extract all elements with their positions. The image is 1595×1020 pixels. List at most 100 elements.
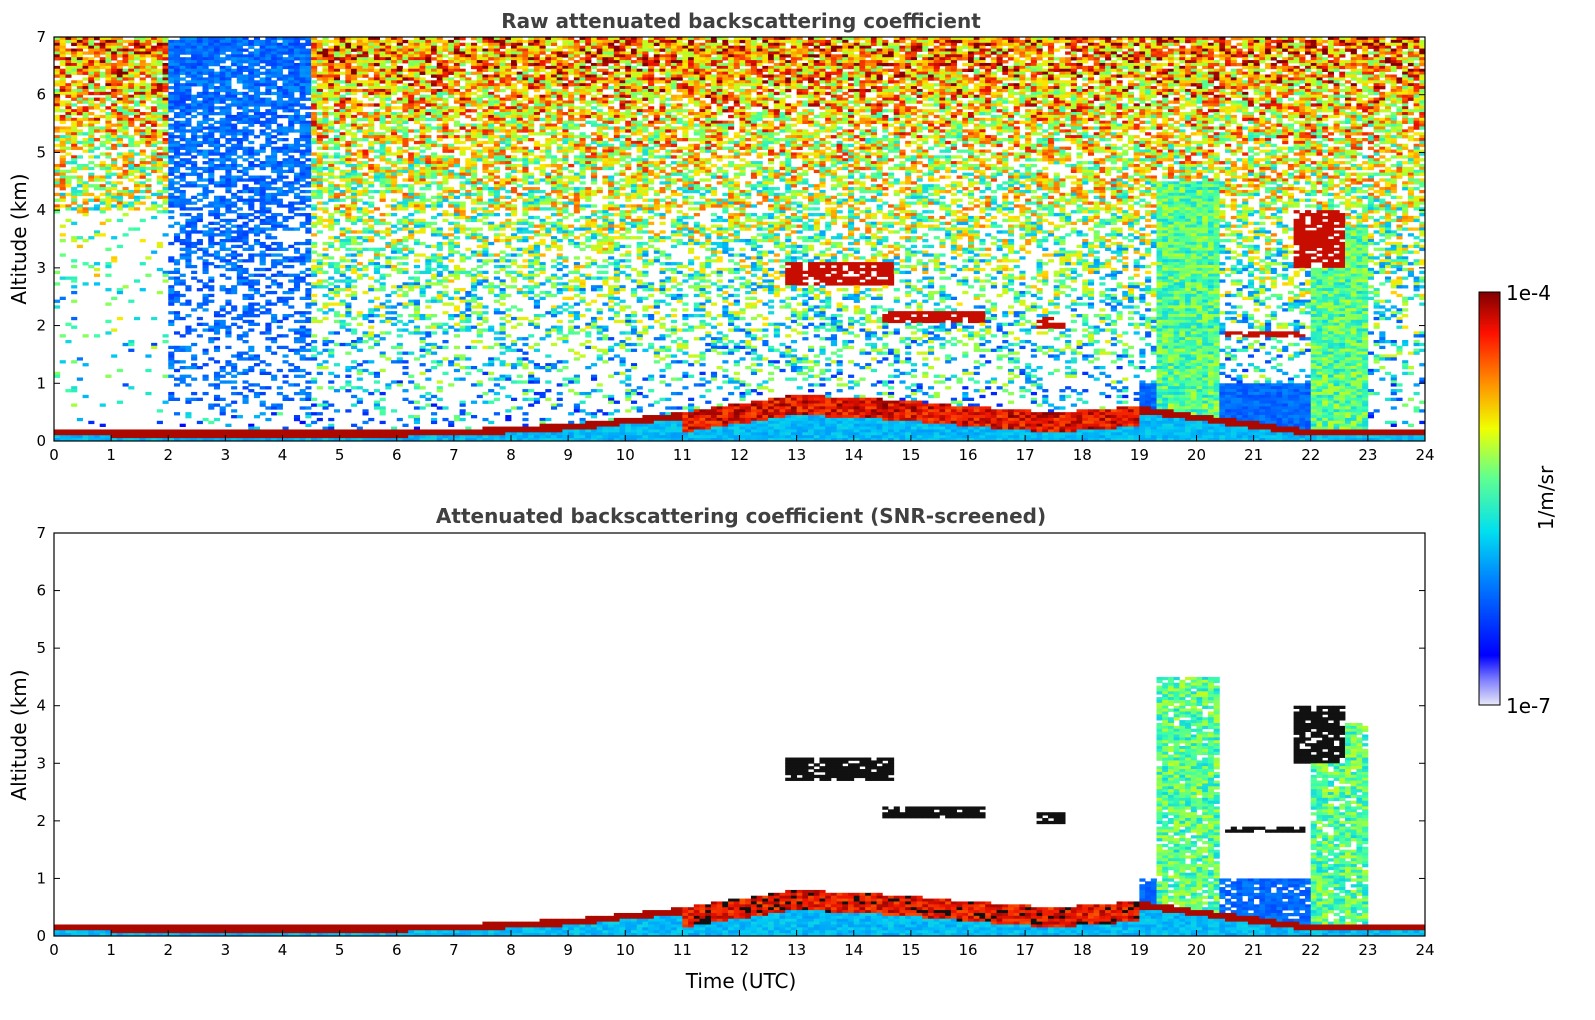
raw-heatmap-cell [265, 80, 271, 83]
raw-heatmap-cell [191, 216, 197, 219]
raw-heatmap-cell [420, 349, 426, 352]
raw-heatmap-cell [311, 126, 317, 129]
raw-heatmap-cell [328, 173, 334, 176]
raw-heatmap-cell [345, 66, 351, 69]
raw-heatmap-cell [248, 282, 254, 285]
raw-heatmap-cell [208, 204, 214, 207]
raw-heatmap-cell [357, 69, 363, 72]
raw-heatmap-cell [145, 115, 151, 118]
raw-heatmap-cell [197, 219, 203, 222]
raw-heatmap-cell [271, 187, 277, 190]
raw-heatmap-cell [191, 155, 197, 158]
raw-heatmap-cell [397, 418, 403, 421]
raw-heatmap-cell [83, 43, 89, 46]
raw-heatmap-cell [134, 317, 140, 320]
raw-heatmap-cell [94, 155, 100, 158]
raw-heatmap-cell [334, 314, 340, 317]
raw-heatmap-cell [380, 184, 386, 187]
raw-heatmap-cell [408, 380, 414, 383]
raw-heatmap-cell [260, 193, 266, 196]
raw-heatmap-cell [71, 43, 77, 46]
raw-heatmap-cell [174, 161, 180, 164]
raw-heatmap-cell [197, 49, 203, 52]
raw-heatmap-cell [305, 176, 311, 179]
raw-heatmap-cell [111, 297, 117, 300]
raw-heatmap-cell [265, 60, 271, 63]
raw-heatmap-cell [448, 115, 454, 118]
raw-heatmap-cell [420, 138, 426, 141]
raw-heatmap-cell [191, 357, 197, 360]
raw-heatmap-cell [180, 424, 186, 427]
raw-heatmap-cell [123, 285, 129, 288]
raw-heatmap-cell [305, 429, 311, 432]
raw-heatmap-cell [397, 343, 403, 346]
raw-heatmap-cell [368, 170, 374, 173]
raw-heatmap-cell [145, 46, 151, 49]
raw-heatmap-cell [402, 294, 408, 297]
raw-heatmap-cell [328, 340, 334, 343]
raw-heatmap-cell [220, 129, 226, 132]
raw-heatmap-cell [163, 57, 169, 60]
raw-heatmap-cell [100, 40, 106, 43]
raw-heatmap-cell [271, 262, 277, 265]
raw-heatmap-cell [157, 429, 163, 432]
raw-heatmap-cell [248, 274, 254, 277]
raw-heatmap-cell [380, 421, 386, 424]
raw-heatmap-cell [174, 72, 180, 75]
raw-heatmap-cell [105, 54, 111, 57]
raw-heatmap-cell [220, 326, 226, 329]
raw-heatmap-cell [243, 294, 249, 297]
raw-heatmap-cell [391, 115, 397, 118]
raw-heatmap-cell [442, 328, 448, 331]
raw-heatmap-cell [397, 141, 403, 144]
raw-heatmap-cell [283, 138, 289, 141]
raw-heatmap-cell [277, 161, 283, 164]
raw-heatmap-cell [362, 369, 368, 372]
raw-heatmap-cell [442, 112, 448, 115]
raw-heatmap-cell [340, 279, 346, 282]
raw-heatmap-cell [214, 233, 220, 236]
raw-heatmap-cell [408, 178, 414, 181]
raw-heatmap-cell [71, 155, 77, 158]
raw-heatmap-cell [374, 314, 380, 317]
raw-heatmap-cell [448, 92, 454, 95]
raw-heatmap-cell [448, 83, 454, 86]
raw-heatmap-cell [260, 164, 266, 167]
raw-heatmap-cell [111, 46, 117, 49]
raw-heatmap-cell [288, 40, 294, 43]
raw-heatmap-cell [402, 115, 408, 118]
raw-heatmap-cell [71, 170, 77, 173]
raw-heatmap-cell [225, 190, 231, 193]
raw-heatmap-cell [334, 72, 340, 75]
raw-heatmap-cell [77, 112, 83, 115]
raw-heatmap-cell [208, 43, 214, 46]
raw-heatmap-cell [420, 150, 426, 153]
raw-heatmap-cell [425, 69, 431, 72]
raw-heatmap-cell [134, 95, 140, 98]
raw-heatmap-cell [128, 109, 134, 112]
raw-heatmap-cell [380, 69, 386, 72]
raw-heatmap-cell [168, 193, 174, 196]
raw-heatmap-cell [260, 98, 266, 101]
raw-heatmap-cell [60, 129, 66, 132]
raw-heatmap-cell [123, 176, 129, 179]
raw-heatmap-cell [345, 236, 351, 239]
raw-heatmap-cell [408, 95, 414, 98]
raw-heatmap-cell [271, 291, 277, 294]
raw-heatmap-cell [243, 138, 249, 141]
raw-heatmap-cell [225, 132, 231, 135]
raw-heatmap-cell [300, 326, 306, 329]
raw-heatmap-cell [140, 176, 146, 179]
raw-heatmap-cell [448, 213, 454, 216]
raw-heatmap-cell [414, 239, 420, 242]
raw-heatmap-cell [71, 121, 77, 124]
raw-heatmap-cell [248, 132, 254, 135]
raw-heatmap-cell [345, 181, 351, 184]
raw-heatmap-cell [283, 380, 289, 383]
raw-heatmap-cell [374, 432, 380, 435]
raw-heatmap-cell [340, 323, 346, 326]
raw-heatmap-cell [174, 100, 180, 103]
raw-heatmap-cell [340, 193, 346, 196]
raw-heatmap-cell [368, 236, 374, 239]
raw-heatmap-cell [180, 161, 186, 164]
